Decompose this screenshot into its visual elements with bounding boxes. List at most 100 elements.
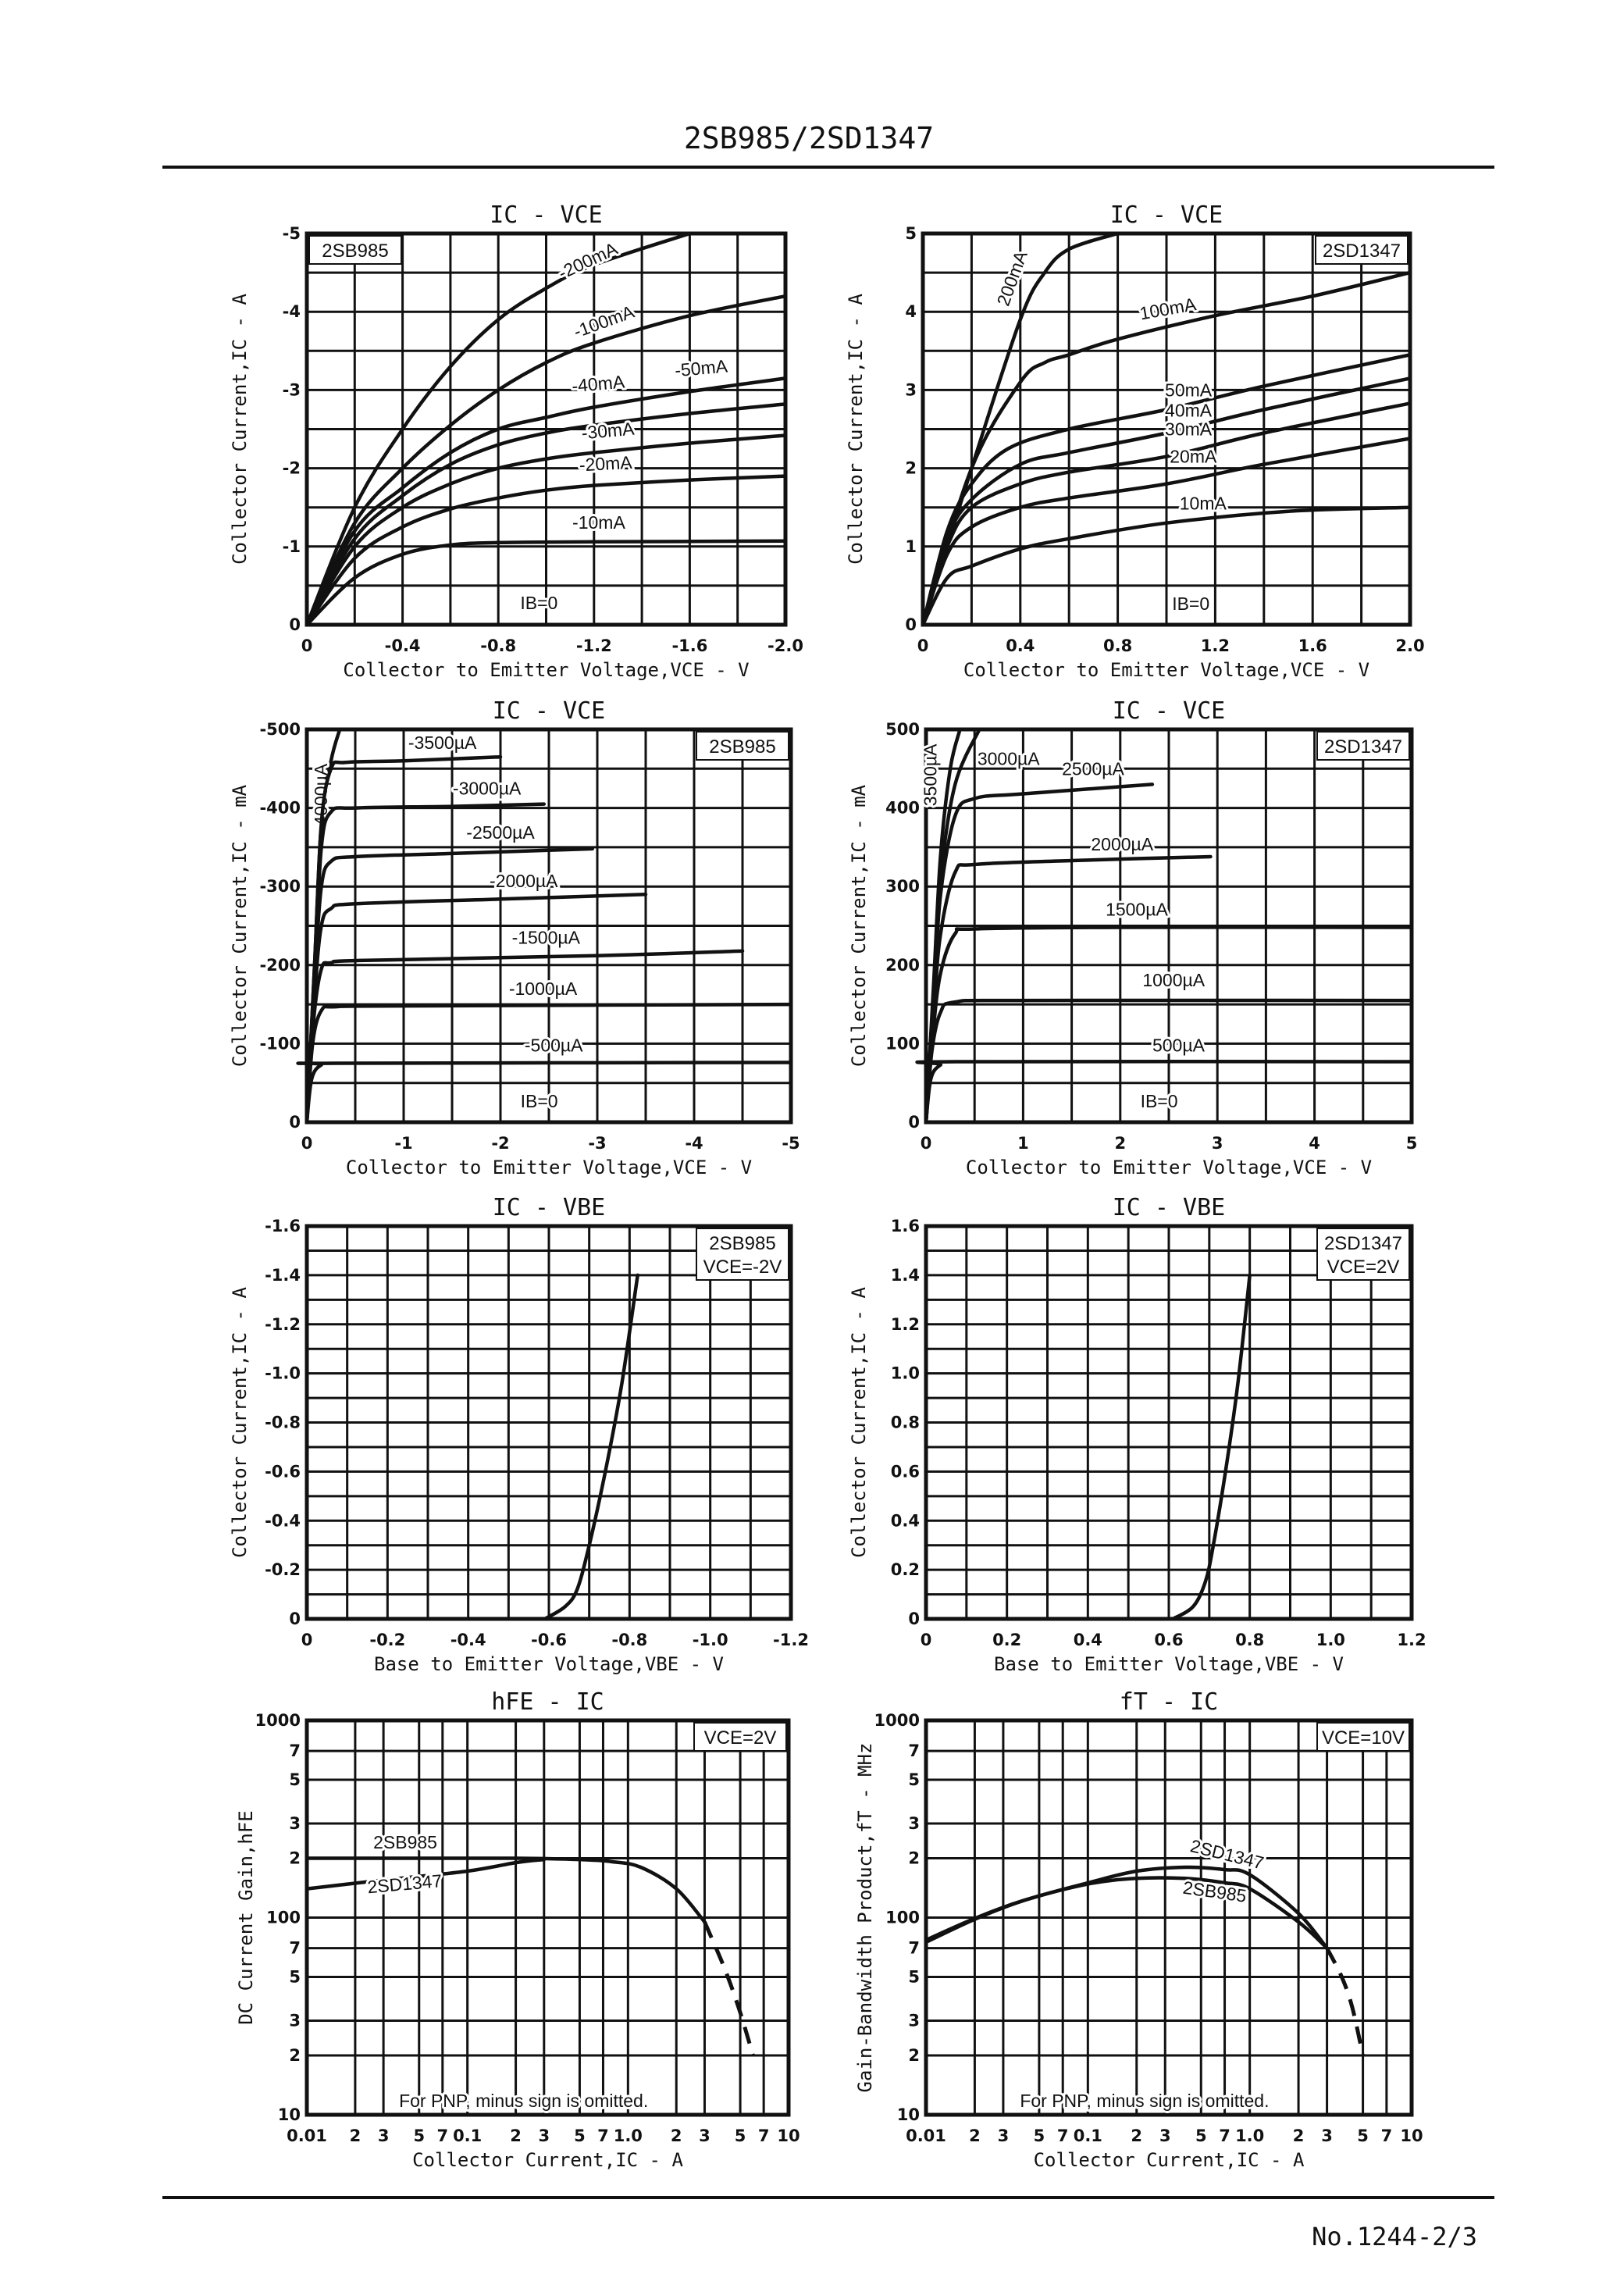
y-tick-label: -1.0 bbox=[265, 1364, 301, 1383]
series-label: -40mA bbox=[571, 371, 625, 396]
series-5: 30mA bbox=[921, 401, 1412, 627]
y-tick-label: -0.2 bbox=[265, 1560, 301, 1579]
series-1 bbox=[543, 1273, 639, 1621]
x-tick-label: 0 bbox=[921, 1134, 932, 1153]
x-tick-label: 0.4 bbox=[1074, 1631, 1102, 1649]
device-label: 2SB985 bbox=[709, 1233, 775, 1254]
series-label: -2000µA bbox=[490, 871, 558, 891]
series-line bbox=[921, 437, 1412, 627]
y-tick-label: 7 bbox=[289, 1939, 301, 1958]
series-label: 2500µA bbox=[1062, 758, 1124, 779]
condition-label: VCE=2V bbox=[1327, 1257, 1400, 1278]
y-tick-label: 1000 bbox=[255, 1711, 301, 1730]
series-line bbox=[1170, 1273, 1252, 1621]
y-tick-label: 100 bbox=[885, 1034, 920, 1053]
x-tick-label: 0.4 bbox=[1006, 636, 1035, 655]
plot-frame bbox=[304, 231, 788, 627]
y-tick-label: 1.0 bbox=[891, 1364, 920, 1383]
x-tick-label: -1.2 bbox=[773, 1631, 809, 1649]
x-tick-label: -2.0 bbox=[767, 636, 803, 655]
series-label: 200mA bbox=[992, 248, 1031, 308]
ib-zero-label: IB=0 bbox=[1172, 594, 1209, 614]
series-label: 2SB985 bbox=[373, 1832, 437, 1852]
x-tick-label: 1.0 bbox=[1316, 1631, 1345, 1649]
series-label: 30mA bbox=[1165, 419, 1213, 440]
y-tick-label: 4 bbox=[905, 302, 917, 321]
condition-label: VCE=-2V bbox=[703, 1257, 782, 1278]
y-tick-label: 7 bbox=[908, 1741, 920, 1760]
x-tick-label: 2 bbox=[1293, 2126, 1305, 2145]
series-label: -3500µA bbox=[408, 733, 477, 753]
series-label: 50mA bbox=[1165, 380, 1213, 400]
series-label: 2000µA bbox=[1091, 834, 1153, 854]
y-tick-label: 5 bbox=[905, 224, 917, 243]
y-tick-label: -5 bbox=[283, 224, 301, 243]
y-tick-label: 0 bbox=[908, 1113, 920, 1132]
series-label: -1500µA bbox=[512, 928, 581, 948]
x-tick-label: 7 bbox=[436, 2126, 448, 2145]
series-3: 2500µA bbox=[924, 756, 1155, 1125]
series-line bbox=[921, 505, 1412, 627]
series-line bbox=[304, 539, 788, 627]
series-4: 40mA bbox=[921, 376, 1412, 627]
y-tick-label: -2 bbox=[283, 459, 301, 478]
x-tick-label: -4 bbox=[685, 1134, 703, 1153]
y-tick-label: 3 bbox=[908, 1814, 920, 1833]
x-tick-label: 0.8 bbox=[1103, 636, 1132, 655]
page-header-title: 2SB985/2SD1347 bbox=[684, 121, 934, 155]
chart-6: IC - VBE 0 0.2 0.4 0.6 0.8 1.0 1.2 0 0.2 0.4 0.6 0.8… bbox=[848, 1194, 1426, 1675]
chart-3: IC - VCE 0 -1 -2 -3 -4 -5 0 -100 -200 -300 -400 -500… bbox=[229, 697, 800, 1178]
grid bbox=[305, 232, 787, 626]
y-tick-label: 1.2 bbox=[891, 1315, 920, 1334]
y-tick-label: -200 bbox=[259, 956, 301, 975]
x-tick-label: 3 bbox=[998, 2126, 1010, 2145]
x-tick-label: 10 bbox=[1400, 2126, 1423, 2145]
x-tick-label: -5 bbox=[782, 1134, 800, 1153]
y-tick-label: 5 bbox=[908, 1770, 920, 1789]
y-tick-label: 100 bbox=[266, 1909, 301, 1927]
y-tick-label: -3 bbox=[283, 380, 301, 399]
series-line bbox=[304, 294, 788, 627]
series-8: -500µA bbox=[296, 1032, 793, 1125]
y-axis-label: Collector Current,IC - A bbox=[229, 294, 251, 565]
grid bbox=[924, 1225, 1413, 1620]
x-tick-label: 5 bbox=[1195, 2126, 1207, 2145]
x-tick-label: 2 bbox=[671, 2126, 682, 2145]
y-tick-label: 400 bbox=[885, 799, 920, 818]
series-6: -1500µA bbox=[304, 925, 745, 1125]
y-axis-label: Gain-Bandwidth Product,fT - MHz bbox=[854, 1743, 876, 2093]
series-label: -1000µA bbox=[509, 979, 578, 999]
x-axis-label: Collector Current,IC - A bbox=[412, 2149, 683, 2171]
x-axis-label: Collector to Emitter Voltage,VCE - V bbox=[343, 659, 749, 681]
series-label: -30mA bbox=[581, 419, 636, 444]
series-label: -20mA bbox=[579, 452, 633, 476]
x-tick-label: -0.4 bbox=[385, 636, 421, 655]
x-tick-label: 7 bbox=[1057, 2126, 1069, 2145]
series-label: -50mA bbox=[674, 355, 728, 380]
x-tick-label: 0.1 bbox=[453, 2126, 482, 2145]
x-tick-label: 3 bbox=[699, 2126, 710, 2145]
x-tick-label: 0.1 bbox=[1074, 2126, 1102, 2145]
series-1 bbox=[1170, 1273, 1252, 1621]
series-label: -3000µA bbox=[453, 778, 522, 798]
x-tick-label: -0.2 bbox=[369, 1631, 405, 1649]
y-tick-label: 200 bbox=[885, 956, 920, 975]
pnp-note: For PNP, minus sign is omitted. bbox=[1020, 2091, 1269, 2111]
y-tick-label: -300 bbox=[259, 877, 301, 896]
series-label: 40mA bbox=[1165, 400, 1213, 420]
x-tick-label: 1 bbox=[1017, 1134, 1029, 1153]
x-axis-label: Base to Emitter Voltage,VBE - V bbox=[994, 1653, 1344, 1675]
y-tick-label: -400 bbox=[259, 799, 301, 818]
y-tick-label: -100 bbox=[259, 1034, 301, 1053]
series-line bbox=[921, 376, 1412, 627]
y-tick-label: 1.4 bbox=[891, 1266, 920, 1285]
x-tick-label: -0.6 bbox=[531, 1631, 567, 1649]
series-line bbox=[304, 433, 788, 627]
y-tick-label: 0 bbox=[908, 1610, 920, 1628]
x-tick-label: 0 bbox=[917, 636, 929, 655]
chart-4: IC - VCE 0 1 2 3 4 5 0 100 200 300 400 500 Collector … bbox=[848, 697, 1417, 1178]
x-tick-label: 1.0 bbox=[614, 2126, 643, 2145]
y-tick-label: -1.2 bbox=[265, 1315, 301, 1334]
x-tick-label: 7 bbox=[597, 2126, 609, 2145]
series-line bbox=[304, 1002, 793, 1125]
